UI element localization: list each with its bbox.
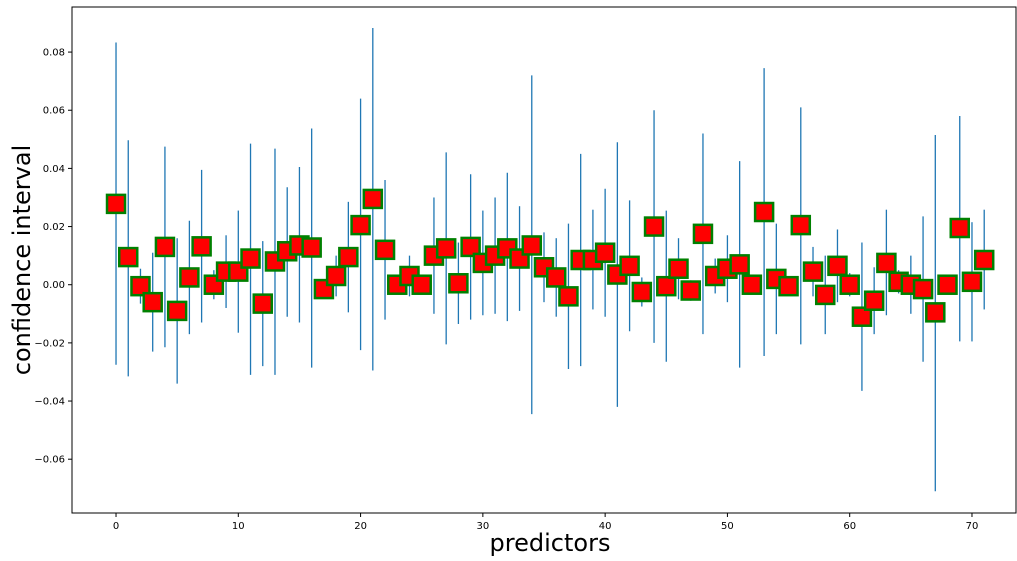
data-point-marker (668, 258, 689, 279)
data-point-marker (362, 188, 384, 210)
y-axis-ticks: −0.06 −0.04 −0.02 0.00 0.02 0.04 0.06 0.08 (34, 48, 72, 466)
data-point-marker (325, 265, 347, 287)
data-point-marker (876, 252, 897, 274)
x-tick-label: 0 (113, 521, 119, 532)
data-point-marker (105, 193, 127, 215)
data-point-marker (558, 286, 579, 307)
data-point-marker (863, 290, 885, 311)
data-point-marker (778, 275, 799, 297)
data-point-marker (338, 246, 359, 268)
x-tick-label: 50 (721, 521, 734, 532)
data-point-marker (729, 254, 750, 275)
data-point-marker (851, 306, 873, 327)
x-tick-label: 30 (476, 521, 489, 532)
data-point-marker (839, 274, 860, 295)
x-tick-label: 70 (966, 521, 979, 532)
x-tick-label: 10 (232, 521, 245, 532)
data-point-marker (802, 261, 824, 282)
data-point-marker (301, 237, 322, 258)
data-point-marker (594, 242, 616, 263)
data-point-marker (142, 291, 163, 313)
data-point-marker (814, 284, 836, 306)
data-point-marker (460, 236, 481, 258)
y-tick-label: 0.08 (43, 48, 65, 59)
data-point-marker (631, 281, 653, 303)
y-tick-label: 0.02 (43, 222, 65, 233)
y-tick-label: −0.06 (34, 455, 65, 466)
y-tick-label: 0.04 (43, 164, 65, 175)
data-point-marker (179, 267, 200, 288)
data-point-marker (240, 248, 261, 269)
data-point-marker (117, 246, 139, 268)
data-point-marker (521, 235, 543, 256)
data-point-marker (912, 278, 934, 300)
data-point-marker (191, 236, 212, 257)
x-axis-ticks: 0 10 20 30 40 50 60 70 (113, 513, 979, 532)
data-point-marker (949, 217, 971, 239)
data-point-marker (435, 238, 457, 259)
x-axis-label: predictors (490, 529, 611, 557)
x-tick-label: 60 (843, 521, 856, 532)
x-tick-label: 20 (354, 521, 367, 532)
data-point-marker (130, 275, 151, 297)
data-point-marker (448, 273, 469, 294)
data-point-marker (656, 275, 677, 297)
data-point-marker (154, 236, 176, 258)
y-axis-label: confidence interval (8, 145, 36, 376)
data-point-marker (741, 274, 763, 295)
data-point-marker (925, 302, 946, 323)
y-tick-label: 0.00 (43, 280, 65, 291)
data-point-marker (827, 255, 848, 277)
data-point-marker (545, 267, 567, 288)
data-point-marker (961, 271, 983, 293)
data-point-marker (252, 293, 274, 314)
data-point-marker (166, 300, 188, 322)
data-point-marker (411, 274, 432, 295)
data-point-marker (692, 223, 714, 245)
data-point-marker (937, 274, 958, 295)
marker-layer (105, 188, 995, 327)
y-tick-label: 0.06 (43, 106, 65, 117)
plot-area-frame (71, 6, 1017, 514)
data-point-marker (753, 201, 775, 223)
data-point-marker (350, 214, 371, 236)
data-point-marker (790, 214, 812, 236)
data-point-marker (619, 255, 640, 277)
y-tick-label: −0.02 (34, 338, 65, 349)
data-point-marker (374, 239, 396, 261)
data-point-marker (643, 216, 665, 237)
data-point-marker (680, 280, 701, 301)
data-point-marker (973, 249, 995, 271)
y-tick-label: −0.04 (34, 397, 65, 408)
x-tick-label: 40 (599, 521, 612, 532)
